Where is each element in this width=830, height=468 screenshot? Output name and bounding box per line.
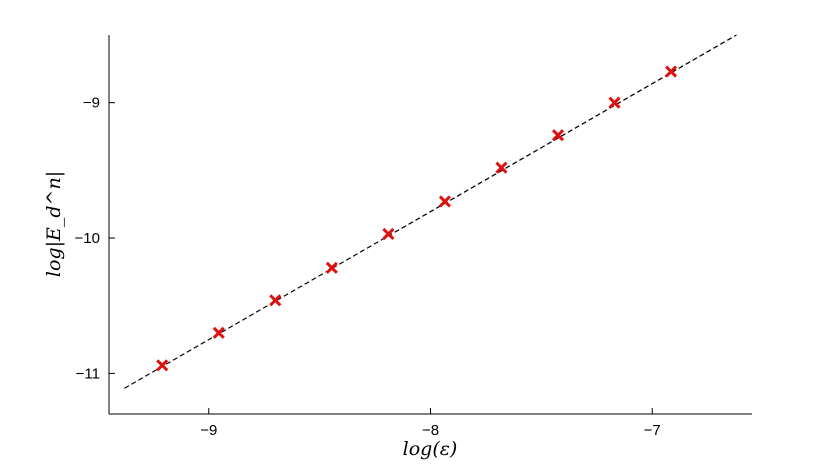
axes bbox=[108, 35, 752, 415]
data-point bbox=[156, 359, 169, 372]
y-tick-label: −11 bbox=[76, 365, 100, 382]
data-point bbox=[212, 326, 225, 339]
reference-line-group bbox=[124, 34, 737, 389]
x-tick-label: −7 bbox=[644, 422, 661, 439]
data-points bbox=[156, 65, 678, 372]
y-tick-label: −10 bbox=[75, 230, 100, 247]
data-point bbox=[269, 294, 282, 307]
ticks: −9 −8 −7 −9 −10 −11 bbox=[75, 95, 661, 439]
y-axis-label: log|E_d^n| bbox=[43, 171, 65, 277]
reference-line bbox=[124, 34, 737, 389]
x-tick-label: −9 bbox=[200, 422, 217, 439]
y-tick-label: −9 bbox=[83, 95, 100, 112]
data-point bbox=[608, 96, 621, 109]
x-axis-label: log(ε) bbox=[403, 438, 458, 460]
data-point bbox=[495, 161, 508, 174]
data-point bbox=[382, 227, 395, 241]
data-point bbox=[551, 129, 565, 142]
data-point bbox=[665, 65, 678, 78]
x-tick-label: −8 bbox=[422, 422, 439, 439]
data-point bbox=[325, 261, 338, 274]
data-point bbox=[438, 195, 451, 208]
